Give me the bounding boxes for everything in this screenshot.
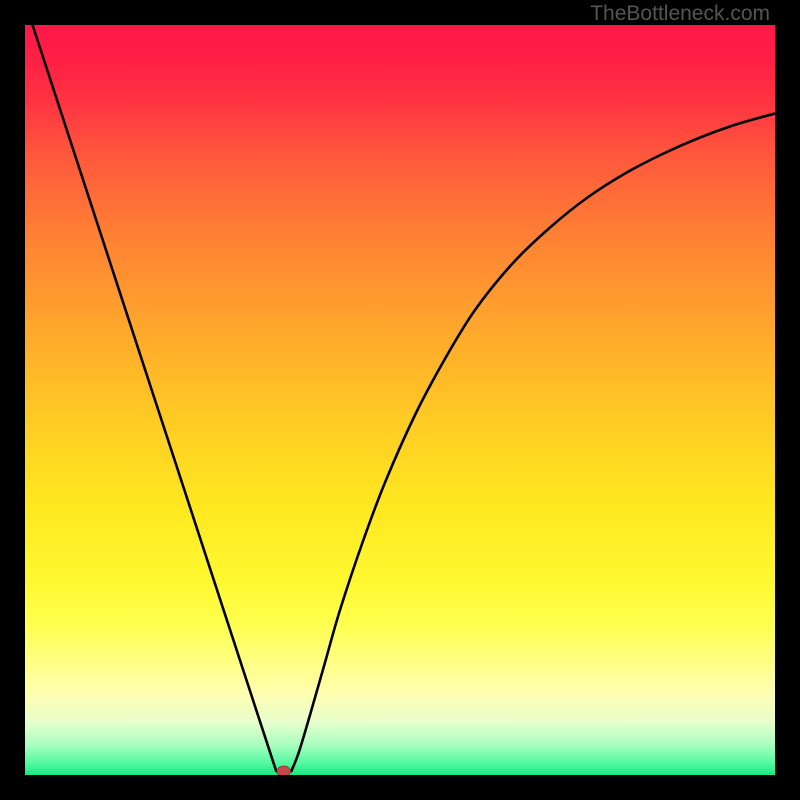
optimum-marker [277, 766, 291, 775]
watermark-text: TheBottleneck.com [590, 2, 770, 26]
chart-plot-area [25, 25, 775, 775]
bottleneck-curve-chart [25, 25, 775, 775]
chart-background-gradient [25, 25, 775, 775]
